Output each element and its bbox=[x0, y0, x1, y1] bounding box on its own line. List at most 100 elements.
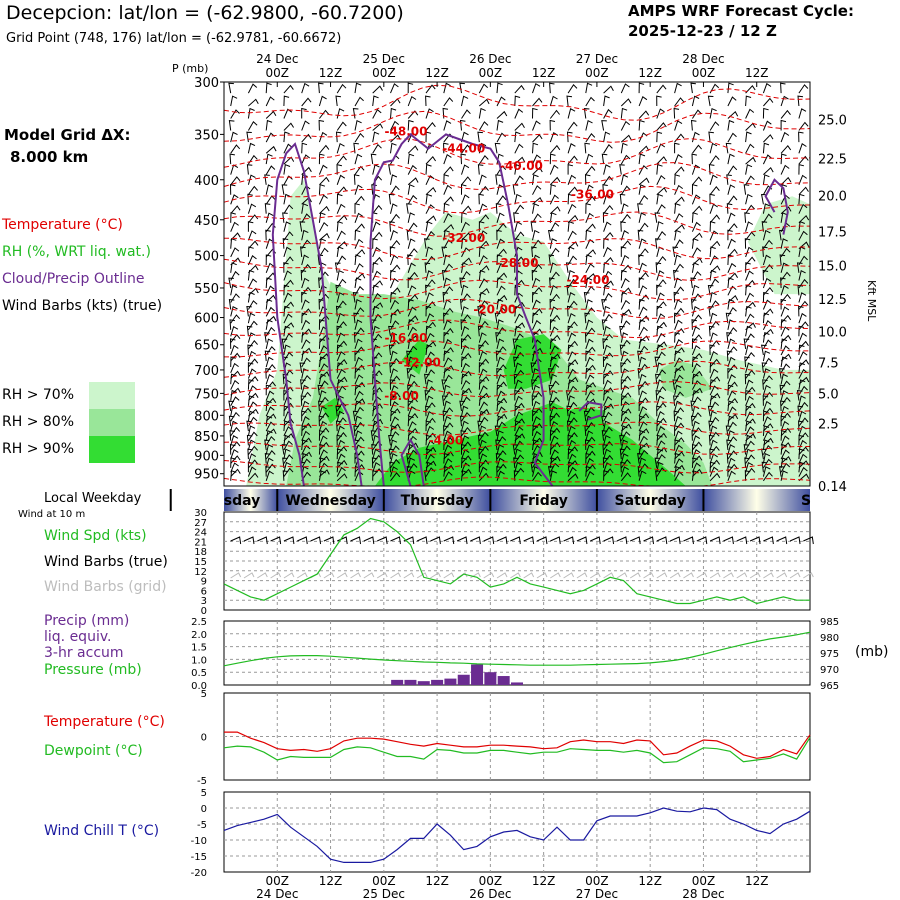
wind-barb bbox=[727, 436, 738, 446]
wind-barb bbox=[299, 362, 306, 373]
wind-barb bbox=[602, 356, 609, 368]
wind-barb bbox=[780, 144, 792, 154]
wind-barb bbox=[620, 416, 631, 427]
wind-barb bbox=[301, 82, 310, 94]
wind-barb bbox=[390, 213, 400, 224]
wind-barb bbox=[461, 411, 471, 422]
wind-barb bbox=[406, 350, 412, 362]
wind-barb bbox=[638, 285, 648, 296]
wind-barb bbox=[496, 254, 503, 266]
wind-barb bbox=[372, 305, 380, 317]
wind-barb bbox=[301, 133, 312, 143]
wind-barb bbox=[549, 430, 556, 441]
wind-barb bbox=[549, 363, 560, 374]
wind-barb bbox=[354, 319, 363, 330]
wind-barb bbox=[585, 165, 596, 175]
wind-barb bbox=[638, 470, 647, 481]
wind-barb bbox=[248, 358, 259, 368]
wind-barb bbox=[656, 321, 667, 331]
wind-barb bbox=[514, 411, 524, 422]
wind-barb bbox=[745, 461, 754, 473]
wind-barb bbox=[336, 351, 346, 362]
wind-barb bbox=[674, 196, 685, 205]
wind-barb bbox=[674, 439, 681, 451]
wind-barb bbox=[318, 131, 328, 143]
wind-barb bbox=[585, 184, 594, 195]
wind-barb bbox=[390, 466, 398, 477]
height-tick-label: 7.5 bbox=[818, 357, 839, 372]
temperature-contour bbox=[223, 185, 811, 214]
wind-barb bbox=[372, 95, 379, 107]
wind-barb bbox=[762, 425, 770, 436]
wind-barb bbox=[301, 375, 311, 385]
wind-barb bbox=[336, 83, 347, 94]
wind-barb bbox=[585, 153, 594, 165]
wind-barb bbox=[549, 262, 558, 273]
wind-barb bbox=[780, 356, 788, 368]
wind-barb bbox=[336, 325, 342, 337]
legend-precip-accum: 3-hr accum bbox=[44, 645, 124, 661]
wind-barb bbox=[441, 395, 448, 406]
wind-barb bbox=[762, 299, 772, 310]
grid-barb bbox=[283, 572, 295, 579]
wind-barb bbox=[372, 238, 378, 249]
wind-barb bbox=[692, 353, 703, 362]
wind-barb bbox=[230, 435, 239, 446]
wind-barb bbox=[406, 368, 413, 379]
wind-barb bbox=[727, 413, 739, 422]
wind-barb bbox=[300, 395, 307, 406]
wind-barb bbox=[583, 410, 590, 422]
wind-barb bbox=[443, 430, 452, 441]
wind-barb bbox=[692, 144, 702, 154]
wind-barb bbox=[656, 369, 667, 379]
wind-barb bbox=[478, 291, 486, 303]
wind-barb bbox=[230, 396, 240, 407]
wind-barb bbox=[514, 156, 526, 165]
wind-barb bbox=[638, 326, 648, 337]
top-hour-label: 00Z bbox=[266, 66, 290, 80]
wind-barb bbox=[496, 400, 503, 412]
wind-barb bbox=[301, 451, 312, 460]
wind-barb bbox=[443, 407, 454, 417]
wind-barb bbox=[390, 401, 399, 412]
wind-barb bbox=[301, 254, 309, 266]
wind-barb bbox=[727, 229, 733, 241]
grid-barb bbox=[669, 572, 681, 579]
temperature-contour bbox=[223, 441, 810, 456]
height-tick-label: 5.0 bbox=[818, 387, 839, 402]
wind-barb bbox=[461, 164, 470, 175]
wind-barb bbox=[601, 430, 608, 441]
wind-barb bbox=[265, 463, 276, 473]
wind-barb bbox=[443, 458, 453, 469]
wind-barb bbox=[478, 193, 484, 205]
grid-barb bbox=[763, 572, 774, 579]
wind-barb bbox=[352, 292, 359, 303]
wind-barb bbox=[727, 398, 739, 407]
wind-barb bbox=[603, 344, 612, 356]
wind-barb bbox=[620, 401, 630, 412]
wind-barb bbox=[763, 134, 774, 143]
wind-barb bbox=[566, 305, 573, 317]
wind-barb bbox=[798, 215, 810, 224]
wind-barb bbox=[567, 193, 574, 205]
wind-barb bbox=[691, 153, 697, 165]
pressure-tick-label: 300 bbox=[194, 76, 219, 91]
wind-barb bbox=[690, 400, 696, 412]
wind-barb bbox=[620, 379, 627, 390]
page-title: Decepcion: lat/lon = (-62.9800, -60.7200… bbox=[6, 2, 404, 24]
wind-barb bbox=[620, 410, 628, 422]
wind-barb bbox=[442, 291, 449, 303]
wind-barb bbox=[549, 455, 561, 464]
wind-barb bbox=[425, 362, 433, 373]
wind-barb bbox=[425, 321, 437, 331]
wind-barb bbox=[603, 470, 609, 481]
wind-barb bbox=[461, 387, 472, 396]
wind-barb bbox=[443, 365, 455, 374]
wind-barb bbox=[496, 298, 504, 310]
wind-barb bbox=[745, 402, 756, 412]
wind-barb bbox=[620, 461, 626, 473]
wind-barb bbox=[585, 254, 592, 266]
wind-barb bbox=[780, 334, 792, 343]
cloud-outline-right bbox=[764, 178, 789, 235]
wind-barb bbox=[478, 425, 487, 437]
